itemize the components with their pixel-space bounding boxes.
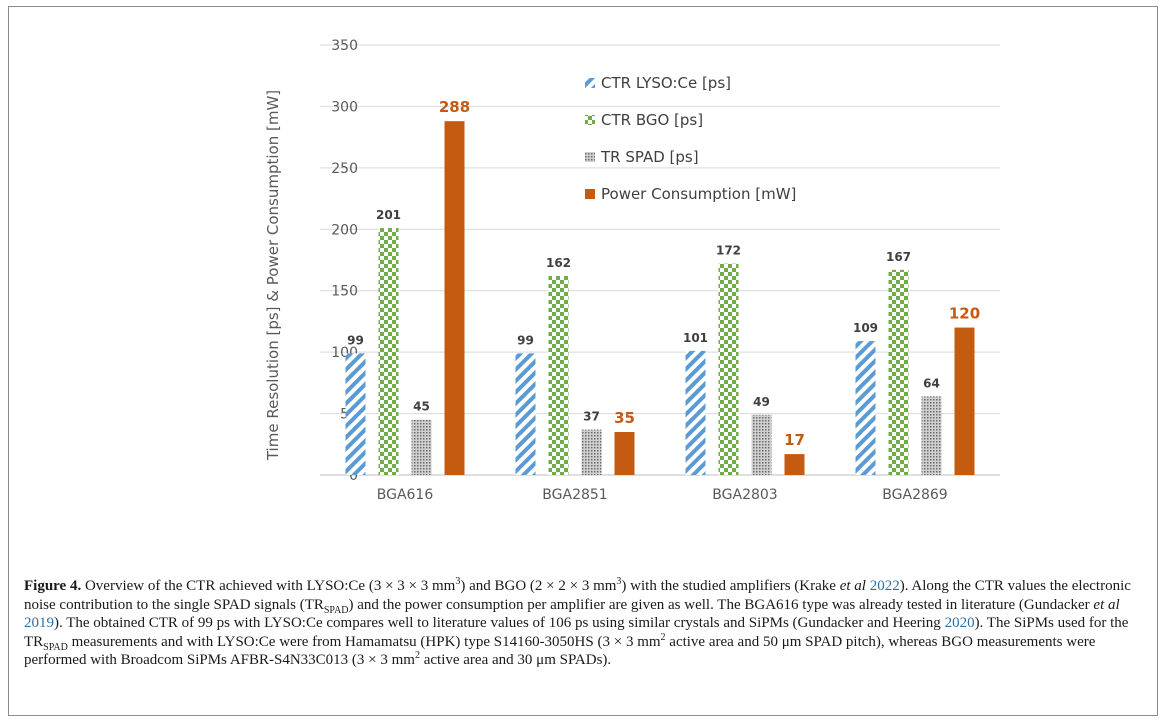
data-label: 101 (683, 331, 708, 345)
caption-segment: et al (839, 578, 866, 594)
figure-caption: Figure 4. Overview of the CTR achieved w… (24, 577, 1144, 670)
bar (685, 350, 706, 475)
legend-label: CTR LYSO:Ce [ps] (601, 74, 731, 92)
data-label: 49 (753, 395, 770, 409)
caption-segment: Overview of the CTR achieved with LYSO:C… (81, 578, 456, 594)
data-label: 288 (439, 98, 470, 116)
y-tick-label: 0 (349, 468, 358, 484)
caption-segment: 2 (660, 631, 666, 643)
caption-segment: active area and 30 μm SPADs). (419, 652, 612, 668)
caption-segment: SPAD (43, 641, 68, 653)
caption-segment: ) and the power consumption per amplifie… (348, 596, 1094, 613)
caption-segment: 2019 (24, 615, 54, 631)
bar-chart: 050100150200250300350 992014528899162373… (264, 38, 1000, 503)
bar (718, 263, 739, 475)
legend-label: TR SPAD [ps] (600, 148, 699, 166)
y-tick-label: 200 (331, 222, 358, 238)
data-label: 109 (853, 321, 878, 335)
caption-segment: ) and BGO (2 × 2 × 3 mm (460, 578, 617, 594)
legend-label: CTR BGO [ps] (601, 111, 703, 129)
data-label: 17 (784, 431, 805, 449)
figure-label: Figure 4. (24, 578, 82, 594)
caption-segment: Krake (799, 578, 840, 594)
caption-segment: 2 (414, 650, 420, 661)
bars (345, 121, 975, 476)
legend: CTR LYSO:Ce [ps] CTR BGO [ps] TR SPAD [ps]… (585, 74, 796, 203)
data-label: 201 (376, 208, 401, 222)
x-tick-label: BGA2869 (882, 487, 947, 503)
caption-segment: et al (1093, 596, 1120, 613)
caption-segment: measurements and with LYSO:Ce were from … (67, 633, 661, 650)
data-label: 99 (517, 333, 534, 347)
bar (614, 432, 635, 475)
data-label: 37 (583, 410, 600, 424)
x-tick-label: BGA2803 (712, 487, 777, 503)
caption-segment: 3 (616, 576, 622, 587)
legend-swatch (585, 115, 595, 125)
data-label: 167 (886, 250, 911, 264)
y-axis-title: Time Resolution [ps] & Power Consumption… (264, 90, 282, 461)
caption-segment: 3 (455, 576, 461, 587)
caption-text: Overview of the CTR achieved with LYSO:C… (24, 576, 1131, 669)
x-axis-ticks: BGA616 BGA2851 BGA2803 BGA2869 (377, 487, 948, 503)
y-tick-label: 150 (331, 284, 358, 300)
y-tick-label: 350 (331, 38, 358, 54)
bar (411, 419, 432, 475)
data-label: 64 (923, 376, 940, 390)
legend-swatch (585, 189, 595, 199)
bar (548, 275, 569, 475)
legend-swatch (585, 152, 595, 162)
bar (515, 353, 536, 475)
y-tick-label: 300 (331, 99, 358, 115)
bar (888, 269, 909, 475)
caption-segment: 2020 (944, 615, 975, 631)
data-labels: 99 201 45 288 99 162 37 35 101 172 49 17 109 167 64 120 (347, 98, 980, 449)
data-label: 172 (716, 244, 741, 258)
caption-segment: ). The SiPMs used for the TR (24, 615, 1129, 650)
caption-segment: active area and 50 μm SPAD pitch), where… (24, 633, 1096, 669)
legend-swatch (585, 78, 595, 88)
bar (954, 327, 975, 475)
bar (444, 121, 465, 476)
bar (784, 454, 805, 475)
data-label: 162 (546, 256, 571, 270)
data-label: 99 (347, 333, 364, 347)
data-label: 45 (413, 400, 430, 414)
gridlines (320, 44, 1000, 476)
data-label: 35 (614, 409, 635, 427)
x-tick-label: BGA616 (377, 487, 434, 503)
caption-segment: SPAD (323, 604, 349, 616)
bar (855, 341, 876, 475)
bar (345, 353, 366, 475)
y-tick-label: 250 (331, 161, 358, 177)
bar (581, 429, 602, 475)
bar (751, 414, 772, 475)
x-tick-label: BGA2851 (542, 487, 607, 503)
caption-segment: 2022 (865, 578, 900, 594)
bar (378, 228, 399, 475)
bar (921, 396, 942, 475)
caption-segment: ). Along the CTR values the electronic n… (24, 578, 1131, 613)
caption-segment: ). The obtained CTR of 99 ps with LYSO:C… (54, 615, 945, 631)
legend-label: Power Consumption [mW] (601, 185, 796, 203)
caption-segment: ) with the studied amplifiers ( (621, 578, 800, 594)
data-label: 120 (949, 305, 980, 323)
